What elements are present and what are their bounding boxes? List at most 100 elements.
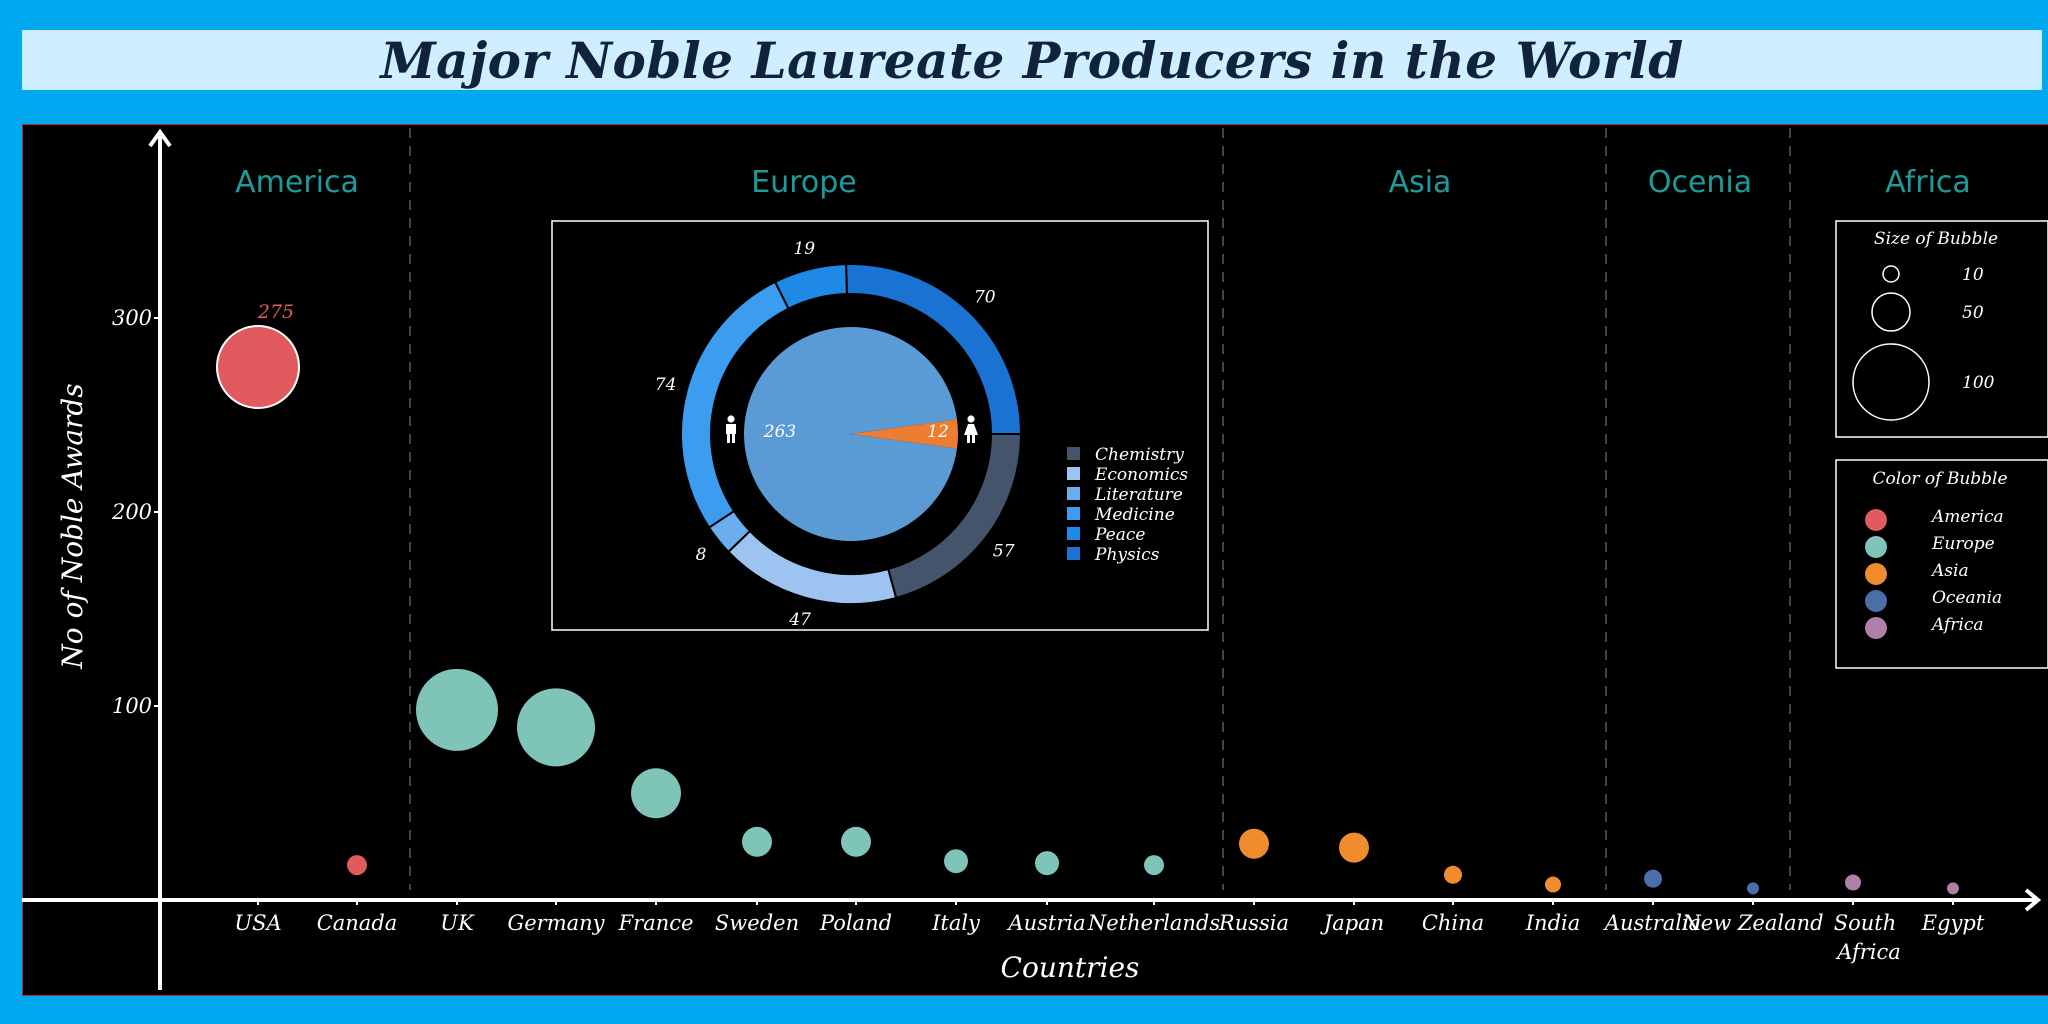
bubble-sweden: [742, 826, 772, 857]
y-axis-title: No of Noble Awards: [56, 383, 89, 669]
size-legend-frame: [1835, 220, 2048, 438]
donut-value-label: 19: [793, 239, 815, 259]
region-label-africa: Africa: [1885, 165, 1971, 200]
donut-legend-swatch: [1067, 507, 1080, 520]
inner-pie-label-women: 12: [927, 422, 949, 442]
bubble-data-label: 275: [257, 301, 294, 323]
x-tick-label: USA: [234, 911, 281, 935]
inner-pie-label-men: 263: [763, 422, 796, 442]
bubble-russia: [1239, 828, 1269, 859]
x-tick-label: Netherlands: [1087, 911, 1220, 935]
y-tick-label: 100: [112, 694, 152, 718]
size-legend-title: Size of Bubble: [1874, 229, 1998, 249]
bubble-india: [1545, 876, 1561, 893]
bubble-egypt: [1947, 882, 1959, 895]
color-legend-swatch: [1865, 509, 1887, 531]
x-tick-label: China: [1422, 911, 1484, 935]
donut-value-label: 57: [993, 541, 1015, 561]
donut-legend-swatch: [1067, 447, 1080, 460]
donut-legend-swatch: [1067, 487, 1080, 500]
x-tick-label: Russia: [1218, 911, 1289, 935]
color-legend-swatch: [1865, 590, 1887, 612]
x-tick-label: UK: [440, 911, 475, 935]
x-tick-label: Italy: [931, 911, 981, 935]
inner-pie-men: [743, 327, 957, 541]
size-legend-label: 50: [1962, 303, 1984, 323]
donut-legend-swatch: [1067, 467, 1080, 480]
bubble-netherlands: [1144, 855, 1164, 876]
donut-legend-swatch: [1067, 547, 1080, 560]
size-legend-label: 100: [1962, 373, 1995, 393]
donut-inset: 57 47 8 74 19 70 263 12 ChemistryEconomicsLitera…: [551, 220, 1209, 631]
inner-pie-women: [851, 419, 958, 449]
y-tick-label: 300: [112, 306, 152, 330]
x-axis-title: Countries: [1001, 951, 1140, 984]
donut-value-label: 74: [655, 375, 677, 395]
donut-legend-label: Chemistry: [1095, 445, 1184, 465]
donut-value-label: 70: [974, 287, 996, 307]
x-tick-label: Japan: [1320, 911, 1384, 935]
color-legend-label: America: [1930, 507, 2004, 527]
color-legend-label: Africa: [1930, 615, 1984, 635]
region-label-asia: Asia: [1389, 165, 1452, 200]
y-axis-arrow: [148, 128, 172, 148]
color-legend-label: Europe: [1931, 534, 1995, 554]
color-legend-swatch: [1865, 536, 1887, 558]
size-legend-circle: [1852, 343, 1930, 421]
color-legend-swatch: [1865, 617, 1887, 639]
donut-segment-physics: [845, 263, 1023, 435]
bubble-south-africa: [1845, 874, 1861, 891]
male-icon: [726, 415, 736, 443]
color-legend-label: Oceania: [1932, 588, 2002, 608]
x-tick-label: Australia: [1603, 911, 1701, 935]
region-label-america: America: [235, 165, 359, 200]
color-legend-label: Asia: [1930, 561, 1969, 581]
bubble-australia: [1644, 869, 1662, 888]
bubble-usa: [216, 325, 300, 409]
bubble-china: [1444, 865, 1462, 884]
x-tick-label: Egypt: [1921, 911, 1985, 935]
bubble-italy: [944, 849, 968, 874]
donut-legend-label: Physics: [1094, 545, 1160, 565]
region-label-ocenia: Ocenia: [1648, 165, 1752, 200]
x-axis-arrow: [2024, 888, 2042, 912]
region-dividers: America Europe Asia Ocenia Africa: [235, 128, 1971, 890]
x-tick-label: Poland: [819, 911, 892, 935]
x-tick-label: India: [1525, 911, 1581, 935]
chart-title: Major Noble Laureate Producers in the Wo…: [380, 30, 1684, 90]
x-tick-label: Austria: [1006, 911, 1085, 935]
color-legend-swatch: [1865, 563, 1887, 585]
donut-value-label: 47: [788, 610, 811, 630]
y-tick-label: 200: [111, 500, 152, 524]
title-bar: Major Noble Laureate Producers in the Wo…: [22, 30, 2042, 90]
axes: 100 200 300 No of Noble Awards Countries USA C…: [22, 128, 2042, 990]
x-tick-label: Sweden: [715, 911, 799, 935]
donut-value-label: 8: [696, 545, 707, 565]
donut-legend-label: Economics: [1094, 465, 1188, 485]
bubble-austria: [1035, 851, 1059, 876]
x-tick-label: Germany: [507, 911, 605, 935]
female-icon: [964, 415, 978, 443]
bubble-germany: [517, 688, 595, 767]
bubble-poland: [841, 826, 871, 857]
x-tick-label: France: [618, 911, 694, 935]
bubble-canada: [347, 855, 367, 876]
donut-legend-swatch: [1067, 527, 1080, 540]
legends: Size of Bubble 10 50 100 Color of Bubble Amer…: [1835, 220, 2048, 669]
region-label-europe: Europe: [751, 165, 857, 200]
size-legend-circle: [1882, 265, 1900, 283]
bubble-japan: [1339, 832, 1369, 863]
x-tick-label: Canada: [317, 911, 398, 935]
size-legend-label: 10: [1962, 265, 1984, 285]
size-legend-circle: [1871, 292, 1911, 332]
donut-legend-label: Peace: [1094, 525, 1145, 545]
color-legend-title: Color of Bubble: [1872, 469, 2007, 489]
donut-legend-label: Literature: [1094, 485, 1183, 505]
bubble-new-zealand: [1747, 882, 1759, 895]
bubbles: 275: [216, 301, 1959, 895]
bubble-france: [631, 768, 681, 819]
donut-legend-label: Medicine: [1094, 505, 1175, 525]
x-tick-label: South Africa: [1834, 911, 1901, 964]
bubble-uk: [416, 668, 498, 751]
